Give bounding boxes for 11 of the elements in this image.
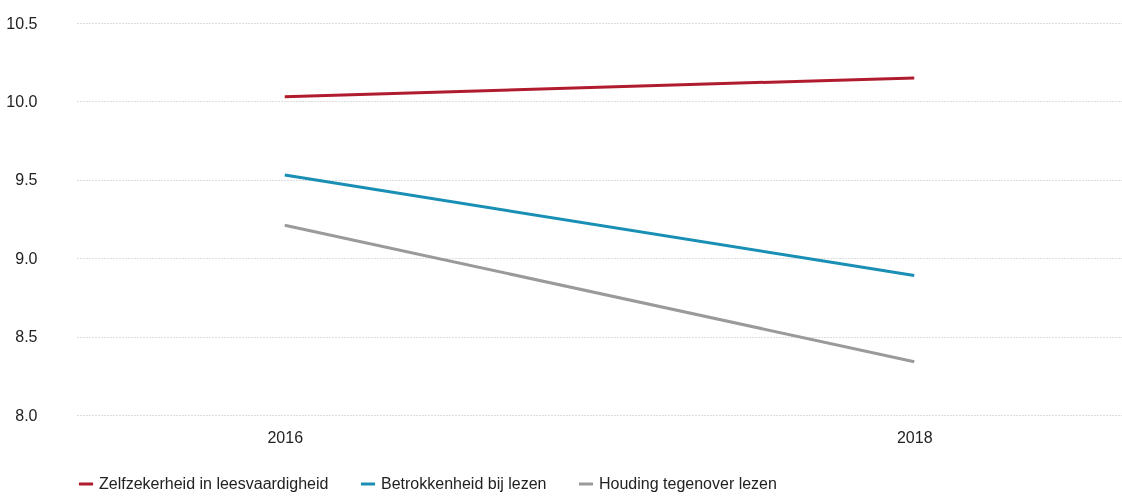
x-tick-label: 2016 [267,428,304,446]
legend-label: Zelfzekerheid in leesvaardigheid [99,475,329,492]
y-tick-label: 8.0 [15,406,38,424]
legend-label: Betrokkenheid bij lezen [381,475,547,492]
legend-label: Houding tegenover lezen [599,475,777,492]
y-tick-label: 9.0 [15,249,38,267]
y-tick-label: 10.5 [6,14,38,32]
y-tick-label: 10.0 [6,92,38,110]
y-tick-label: 9.5 [15,171,38,189]
x-tick-label: 2018 [896,428,933,446]
y-tick-label: 8.5 [15,328,38,346]
